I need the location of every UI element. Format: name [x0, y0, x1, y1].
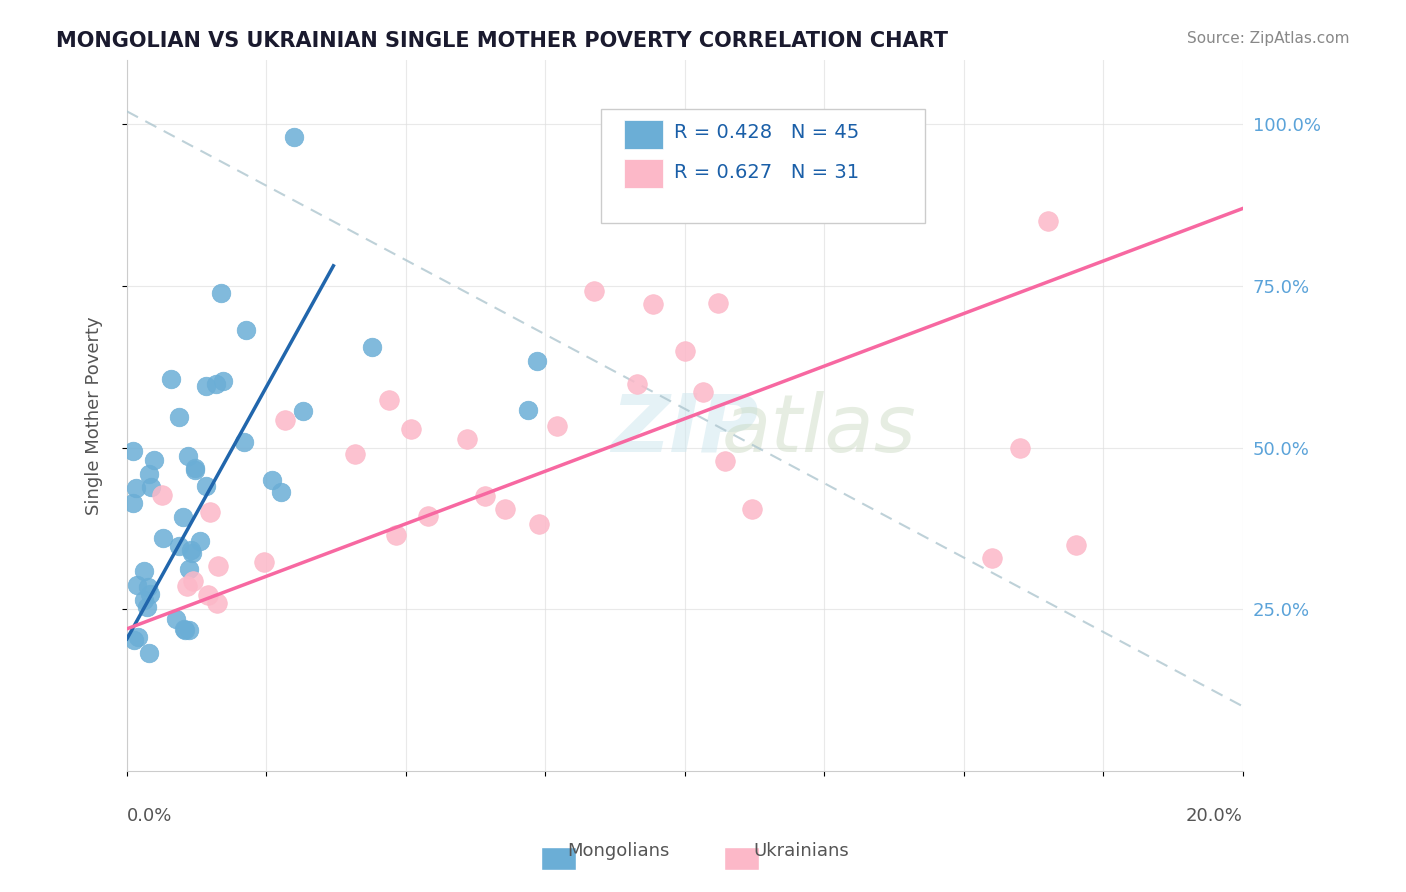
Point — [139, 480, 162, 494]
Point — [188, 533, 211, 548]
Point — [183, 463, 205, 477]
Point — [692, 384, 714, 399]
Point — [122, 496, 145, 510]
Point — [127, 630, 149, 644]
Point — [172, 509, 194, 524]
Point — [132, 564, 155, 578]
Text: Ukrainians: Ukrainians — [754, 842, 849, 860]
Point — [378, 393, 401, 408]
Point — [150, 488, 173, 502]
Point — [714, 454, 737, 468]
Point — [181, 574, 204, 588]
Point — [174, 624, 197, 638]
Point — [176, 579, 198, 593]
Point — [152, 531, 174, 545]
Point — [195, 479, 218, 493]
Point — [1064, 538, 1087, 552]
Y-axis label: Single Mother Poverty: Single Mother Poverty — [86, 316, 103, 515]
Point — [673, 343, 696, 358]
Point — [283, 130, 305, 145]
Point — [125, 578, 148, 592]
Point — [138, 467, 160, 481]
Text: Mongolians: Mongolians — [568, 842, 669, 860]
Point — [160, 372, 183, 386]
Point — [546, 419, 568, 434]
FancyBboxPatch shape — [623, 159, 662, 187]
Point — [1036, 214, 1059, 228]
Point — [583, 284, 606, 298]
Point — [169, 539, 191, 553]
Point — [1008, 441, 1031, 455]
Point — [526, 353, 548, 368]
Point — [125, 481, 148, 495]
Point — [494, 502, 516, 516]
Point — [142, 453, 165, 467]
Point — [205, 376, 228, 391]
Point — [980, 550, 1002, 565]
FancyBboxPatch shape — [623, 120, 662, 149]
Point — [617, 194, 640, 209]
Text: MONGOLIAN VS UKRAINIAN SINGLE MOTHER POVERTY CORRELATION CHART: MONGOLIAN VS UKRAINIAN SINGLE MOTHER POV… — [56, 31, 948, 51]
Point — [626, 377, 648, 392]
Point — [194, 378, 217, 392]
Point — [121, 443, 143, 458]
Point — [197, 589, 219, 603]
Point — [274, 412, 297, 426]
Point — [233, 435, 256, 450]
Point — [527, 516, 550, 531]
Point — [165, 611, 187, 625]
Point — [707, 296, 730, 310]
Point — [138, 587, 160, 601]
Point — [177, 450, 200, 464]
Point — [741, 502, 763, 516]
Point — [416, 509, 439, 524]
Point — [136, 580, 159, 594]
FancyBboxPatch shape — [602, 110, 925, 223]
Point — [179, 623, 201, 637]
Point — [641, 296, 664, 310]
Point — [181, 546, 204, 560]
FancyBboxPatch shape — [724, 847, 759, 870]
Point — [184, 461, 207, 475]
Point — [517, 402, 540, 417]
Point — [292, 404, 315, 418]
Text: 20.0%: 20.0% — [1187, 806, 1243, 825]
Point — [167, 409, 190, 424]
Point — [209, 286, 232, 301]
Point — [270, 485, 292, 500]
Point — [135, 600, 157, 615]
Point — [124, 632, 146, 647]
FancyBboxPatch shape — [541, 847, 576, 870]
Text: R = 0.428   N = 45: R = 0.428 N = 45 — [673, 123, 859, 142]
Point — [456, 433, 478, 447]
Point — [253, 555, 276, 569]
Text: R = 0.627   N = 31: R = 0.627 N = 31 — [673, 162, 859, 182]
Text: 0.0%: 0.0% — [127, 806, 173, 825]
Point — [361, 340, 384, 354]
Point — [260, 473, 283, 487]
Point — [205, 596, 228, 610]
Point — [173, 622, 195, 636]
Point — [344, 446, 367, 460]
Text: ZIP: ZIP — [612, 391, 759, 468]
Point — [385, 528, 408, 542]
Text: Source: ZipAtlas.com: Source: ZipAtlas.com — [1187, 31, 1350, 46]
Point — [207, 558, 229, 573]
Point — [132, 593, 155, 607]
Point — [177, 561, 200, 575]
Point — [212, 374, 235, 388]
Point — [180, 543, 202, 558]
Point — [198, 505, 221, 519]
Text: atlas: atlas — [721, 391, 917, 468]
Point — [401, 422, 423, 436]
Point — [235, 323, 257, 337]
Point — [138, 646, 160, 660]
Point — [474, 490, 496, 504]
